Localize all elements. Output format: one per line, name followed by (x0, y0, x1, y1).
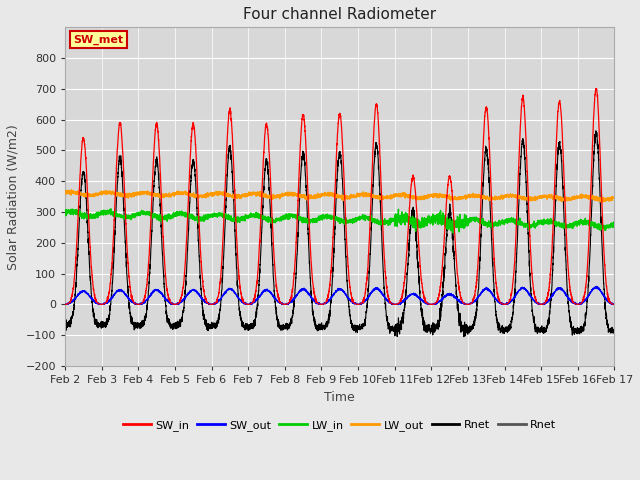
SW_out (610, 301, 618, 307)
Line: LW_in: LW_in (65, 209, 614, 233)
Line: SW_out: SW_out (65, 286, 614, 304)
SW_out (463, 301, 470, 307)
Rnet (592, 128, 600, 134)
Rnet (319, 324, 327, 330)
Legend: SW_in, SW_out, LW_in, LW_out, Rnet, Rnet: SW_in, SW_out, LW_in, LW_out, Rnet, Rnet (119, 416, 561, 435)
SW_in (611, 301, 618, 307)
LW_in (61, 208, 69, 214)
Line: LW_out: LW_out (65, 190, 614, 202)
LW_in (108, 206, 115, 212)
SW_out (433, 301, 440, 307)
Line: Rnet: Rnet (65, 131, 614, 337)
SW_out (494, 299, 502, 304)
SW_out (160, 294, 168, 300)
LW_out (160, 194, 168, 200)
SW_out (593, 283, 601, 289)
Rnet (433, 324, 440, 330)
Rnet (460, 334, 468, 340)
SW_in (610, 301, 618, 307)
SW_in (319, 301, 327, 307)
Rnet (611, 330, 618, 336)
SW_in (61, 301, 69, 307)
LW_out (463, 195, 470, 201)
Rnet (463, 323, 470, 328)
LW_in (494, 221, 502, 227)
X-axis label: Time: Time (324, 391, 355, 404)
LW_out (433, 192, 440, 198)
SW_in (160, 245, 168, 251)
SW_out (319, 301, 327, 307)
LW_in (610, 221, 618, 227)
Rnet (610, 327, 618, 333)
LW_in (449, 230, 457, 236)
LW_in (433, 215, 440, 221)
LW_out (611, 194, 618, 200)
LW_in (319, 213, 327, 219)
SW_in (592, 86, 600, 92)
SW_in (494, 293, 502, 299)
Rnet (160, 272, 168, 277)
SW_out (61, 301, 69, 307)
Title: Four channel Radiometer: Four channel Radiometer (243, 7, 436, 22)
Text: SW_met: SW_met (73, 35, 124, 45)
LW_out (494, 196, 502, 202)
SW_out (611, 301, 618, 307)
Y-axis label: Solar Radiation (W/m2): Solar Radiation (W/m2) (7, 124, 20, 270)
Line: SW_in: SW_in (65, 89, 614, 304)
LW_in (160, 214, 168, 220)
LW_out (68, 187, 76, 192)
LW_out (319, 192, 327, 198)
SW_in (463, 301, 470, 307)
LW_out (61, 190, 69, 196)
Rnet (494, 324, 502, 330)
SW_in (433, 300, 440, 305)
Rnet (61, 321, 69, 326)
SW_out (95, 301, 103, 307)
LW_out (610, 195, 618, 201)
LW_out (599, 199, 607, 205)
LW_in (611, 221, 618, 227)
LW_in (463, 218, 471, 224)
